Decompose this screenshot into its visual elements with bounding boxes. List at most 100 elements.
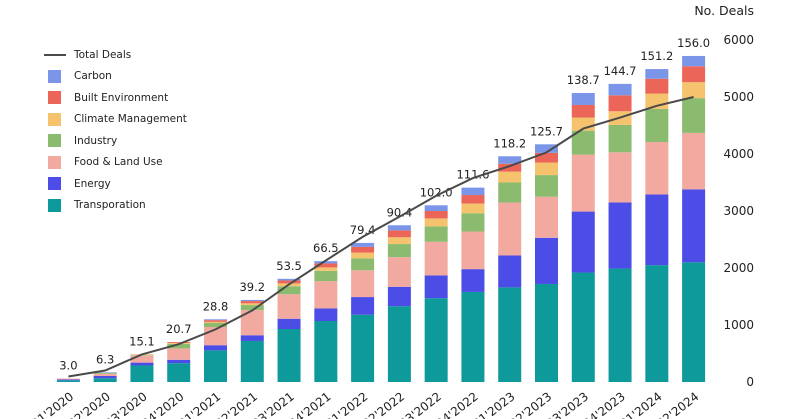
bar-segment-carbon <box>424 205 448 211</box>
bar-segment-transporation <box>130 365 154 382</box>
bar-segment-transporation <box>204 350 227 382</box>
bar-segment-food-land-use <box>682 132 706 190</box>
bar-segment-industry <box>314 270 338 282</box>
bar-total-label: 20.7 <box>166 322 192 336</box>
bar-segment-food-land-use <box>351 270 375 298</box>
legend-line-swatch <box>44 53 66 56</box>
legend-item-food-land-use: Food & Land Use <box>44 152 187 174</box>
bar-total-label: 6.3 <box>96 352 114 366</box>
bar-segment-food-land-use <box>461 231 485 270</box>
legend-swatch <box>48 177 61 191</box>
bar-segment-built-environment <box>571 104 595 118</box>
bar-segment-food-land-use <box>571 154 595 212</box>
y-tick-label: 3000 <box>723 204 754 218</box>
bar-segment-transporation <box>461 291 485 382</box>
legend-label: Total Deals <box>74 48 132 61</box>
legend-item-built-environment: Built Environment <box>44 87 187 109</box>
bar-segment-food-land-use <box>645 142 669 195</box>
x-tick-label: Q1'2022 <box>322 389 371 419</box>
legend-item-climate-management: Climate Management <box>44 109 187 131</box>
legend-item-energy: Energy <box>44 173 187 195</box>
x-tick-label: Q1'2024 <box>616 389 665 419</box>
bar-segment-industry <box>387 244 411 258</box>
bar-segment-climate-management <box>535 162 558 176</box>
bar-total-label: 102.0 <box>420 185 453 199</box>
legend-item-total-deals: Total Deals <box>44 44 187 66</box>
bar-segment-transporation <box>277 328 301 382</box>
bar-segment-transporation <box>240 340 264 382</box>
legend-label: Energy <box>74 177 111 190</box>
x-tick-label: Q3'2023 <box>542 389 591 419</box>
bar-segment-carbon <box>93 372 117 373</box>
bar-segment-carbon <box>535 144 558 153</box>
x-tick-label: Q3'2022 <box>395 389 444 419</box>
legend-item-industry: Industry <box>44 130 187 152</box>
bar-segment-carbon <box>277 278 301 281</box>
bar-segment-transporation <box>424 298 448 382</box>
bar-segment-transporation <box>682 262 706 382</box>
bar-segment-industry <box>130 355 154 356</box>
bar-segment-carbon <box>645 69 669 79</box>
bar-segment-transporation <box>93 378 117 382</box>
bar-segment-energy <box>571 211 595 273</box>
bar-segment-energy <box>387 286 411 307</box>
bar-segment-industry <box>351 258 375 271</box>
bar-segment-transporation <box>571 272 595 382</box>
y-tick-label: 5000 <box>723 90 754 104</box>
bar-segment-transporation <box>314 321 338 382</box>
bar-segment-energy <box>682 189 706 263</box>
x-tick-label: Q4'2021 <box>285 389 334 419</box>
x-tick-label: Q4'2020 <box>138 389 187 419</box>
x-tick-label: Q4'2022 <box>432 389 481 419</box>
bar-segment-food-land-use <box>56 378 80 380</box>
bar-segment-energy <box>535 237 558 284</box>
bar-total-label: 39.2 <box>239 280 265 294</box>
bar-segment-industry <box>204 323 227 327</box>
bar-segment-food-land-use <box>277 294 301 319</box>
bar-segment-built-environment <box>682 66 706 83</box>
bar-segment-built-environment <box>351 246 375 253</box>
x-tick-label: Q3'2020 <box>101 389 150 419</box>
bar-segment-transporation <box>167 363 191 382</box>
bar-segment-food-land-use <box>498 202 522 256</box>
bar-segment-industry <box>682 98 706 133</box>
bar-total-label: 79.4 <box>350 223 376 237</box>
bar-segment-food-land-use <box>130 355 154 363</box>
bar-segment-carbon <box>204 319 227 321</box>
legend-label: Carbon <box>74 70 112 83</box>
bar-segment-industry <box>277 286 301 295</box>
bar-segment-transporation <box>535 283 558 382</box>
x-tick-label: Q2'2021 <box>211 389 260 419</box>
legend-swatch <box>48 112 61 126</box>
x-axis: Q1'2020Q2'2020Q3'2020Q4'2020Q1'2021Q2'20… <box>27 389 701 419</box>
bar-segment-climate-management <box>314 267 338 271</box>
bar-segment-carbon <box>351 242 375 247</box>
x-tick-label: Q2'2024 <box>653 389 702 419</box>
legend-item-carbon: Carbon <box>44 66 187 88</box>
bar-segment-energy <box>498 255 522 288</box>
bar-total-label: 138.7 <box>567 73 600 87</box>
bar-segment-climate-management <box>204 321 227 324</box>
bar-segment-industry <box>461 213 485 232</box>
bar-segment-industry <box>608 124 632 153</box>
bar-segment-transporation <box>645 265 669 382</box>
bar-segment-built-environment <box>498 163 522 172</box>
y-tick-label: 4000 <box>723 147 754 161</box>
bar-segment-industry <box>645 108 669 143</box>
bar-total-label: 151.2 <box>640 49 673 63</box>
legend-label: Climate Management <box>74 113 187 126</box>
bar-segment-built-environment <box>387 230 411 238</box>
legend-label: Transporation <box>74 199 146 212</box>
bar-segment-built-environment <box>314 263 338 268</box>
y-axis-title: No. Deals <box>694 3 754 18</box>
bar-segment-transporation <box>387 306 411 382</box>
bar-segment-food-land-use <box>240 310 264 336</box>
y-tick-label: 1000 <box>723 318 754 332</box>
bar-segment-climate-management <box>387 237 411 245</box>
right-y-axis: 0 1000 2000 3000 4000 5000 6000 <box>723 33 754 389</box>
total-deals-line <box>68 96 694 378</box>
bar-segment-industry <box>571 130 595 155</box>
bar-segment-energy <box>461 269 485 292</box>
x-tick-label: Q1'2023 <box>469 389 518 419</box>
